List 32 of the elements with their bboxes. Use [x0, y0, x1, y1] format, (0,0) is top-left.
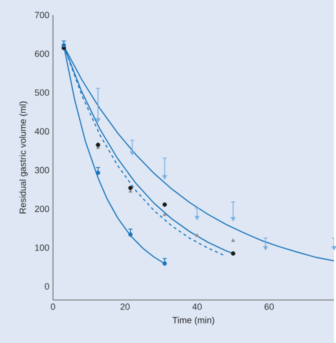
x-tick-label: 20: [120, 304, 130, 310]
point: [162, 261, 167, 266]
point: [195, 233, 199, 237]
y-tick-label: 600: [34, 50, 50, 57]
point: [128, 189, 132, 193]
point: [231, 238, 235, 242]
y-tick-label: 300: [34, 166, 50, 174]
point: [96, 142, 100, 148]
point: [230, 251, 236, 256]
y-axis-title: Residual gastric volume (ml): [19, 102, 28, 214]
point: [262, 246, 268, 250]
y-tick-label: 0: [44, 283, 50, 290]
y-tick-label: 100: [35, 244, 50, 251]
x-tick-label: 0: [50, 304, 56, 310]
x-tick-label: 60: [264, 304, 274, 310]
point: [162, 175, 168, 180]
point: [95, 118, 100, 122]
point: [162, 202, 167, 207]
point: [230, 217, 236, 222]
point: [128, 186, 133, 190]
point: [96, 170, 100, 176]
point: [62, 43, 66, 48]
x-tick-label: 40: [192, 304, 202, 310]
point: [130, 151, 135, 156]
x-axis-title: Time (min): [172, 316, 214, 326]
point: [194, 216, 200, 220]
y-tick-label: 200: [34, 206, 50, 212]
y-tick-label: 400: [34, 128, 50, 135]
point: [128, 232, 133, 237]
y-tick-label: 700: [34, 12, 50, 18]
point: [162, 212, 166, 216]
y-tick-label: 500: [34, 89, 50, 96]
